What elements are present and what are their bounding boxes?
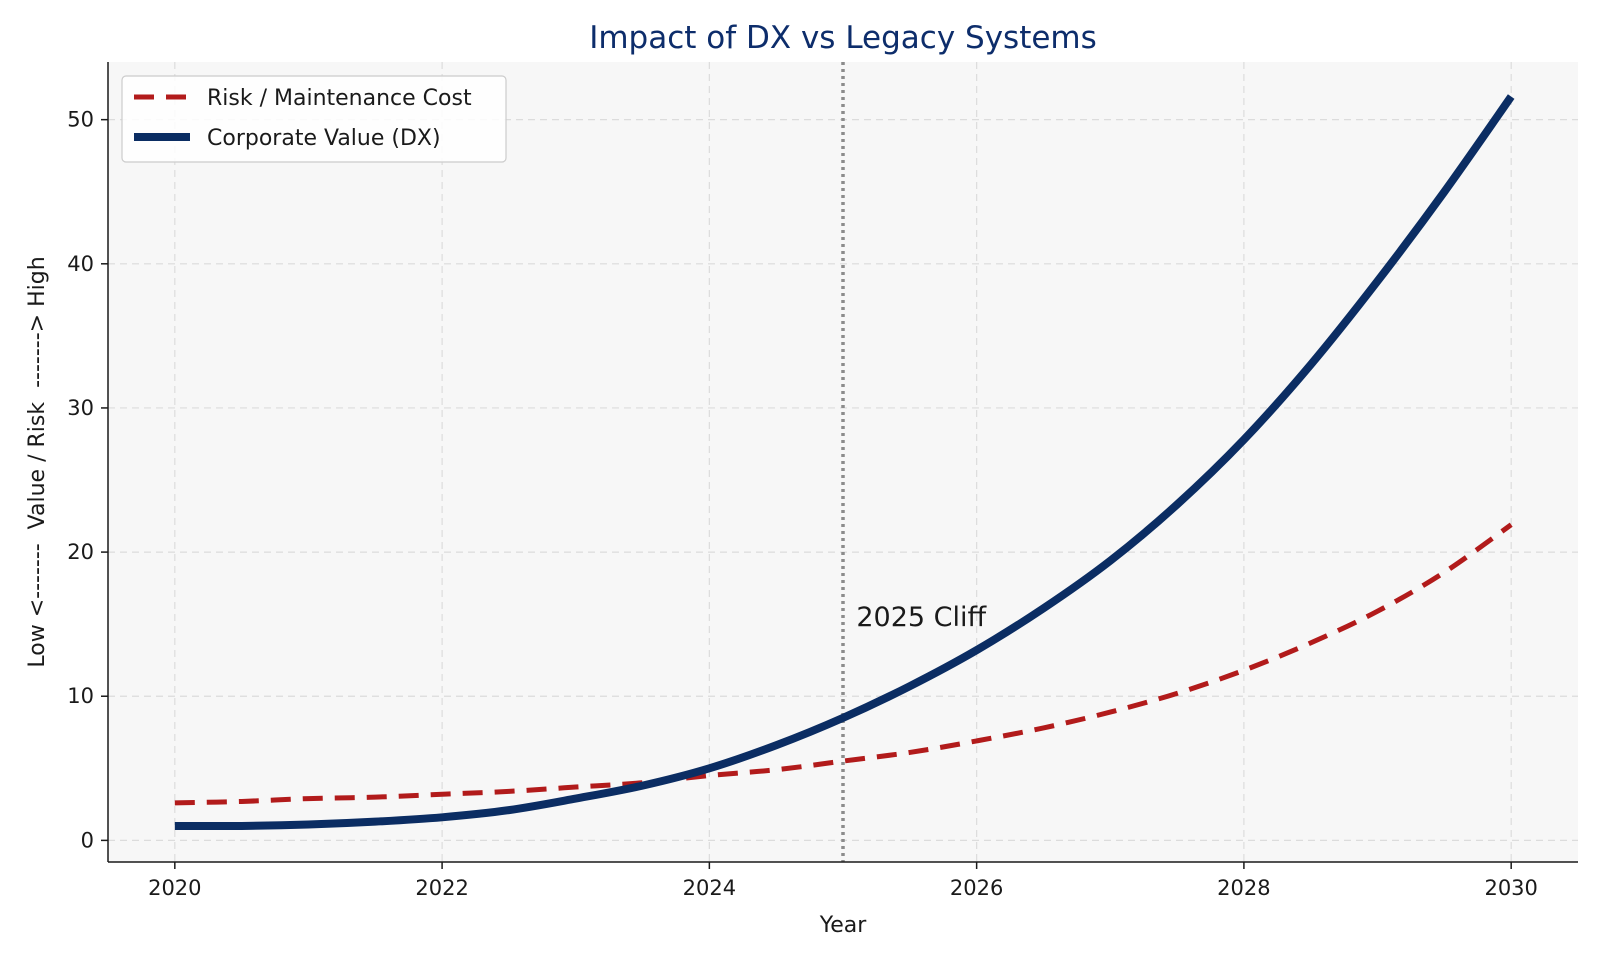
- x-tick-label: 2022: [415, 876, 468, 900]
- x-tick-label: 2028: [1217, 876, 1270, 900]
- x-tick-label: 2024: [683, 876, 736, 900]
- x-axis-label: Year: [819, 913, 868, 938]
- legend-label-risk: Risk / Maintenance Cost: [207, 86, 472, 111]
- axes: [107, 62, 1578, 863]
- y-tick-label: 20: [67, 540, 94, 564]
- cliff-annotation: 2025 Cliff: [856, 602, 987, 633]
- legend-label-value: Corporate Value (DX): [207, 126, 441, 151]
- series-line-risk: [174, 522, 1513, 806]
- x-tick-label: 2030: [1484, 876, 1537, 900]
- y-tick-label: 40: [67, 252, 94, 276]
- chart-title: Impact of DX vs Legacy Systems: [589, 20, 1097, 56]
- series-line-value: [174, 94, 1515, 831]
- y-axis-label: Low <------- Value / Risk -------> High: [25, 256, 50, 667]
- x-tick-label: 2026: [950, 876, 1003, 900]
- y-tick-label: 50: [67, 108, 94, 132]
- x-tick-label: 2020: [148, 876, 201, 900]
- y-tick-label: 0: [81, 828, 94, 852]
- y-tick-label: 30: [67, 396, 94, 420]
- series-group: [174, 94, 1515, 831]
- legend: Risk / Maintenance Cost Corporate Value …: [121, 75, 507, 163]
- y-tick-label: 10: [67, 684, 94, 708]
- legend-frame: [121, 75, 507, 163]
